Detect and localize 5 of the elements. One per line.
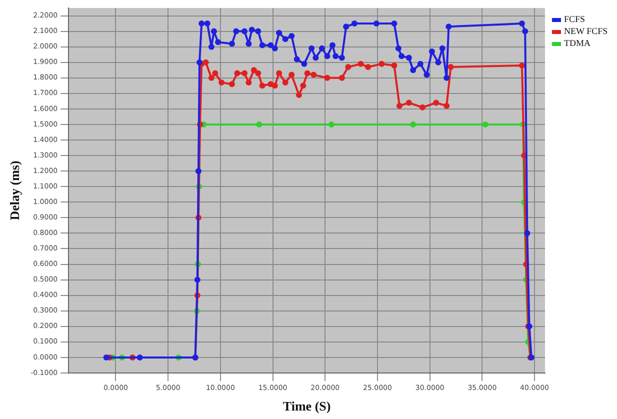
x-axis-title: Time (S) xyxy=(282,398,331,414)
legend-label: NEW FCFS xyxy=(564,26,608,36)
legend-label: TDMA xyxy=(564,38,591,48)
legend-label: FCFS xyxy=(564,14,586,24)
y-axis-title: Delay (ms) xyxy=(7,160,22,220)
